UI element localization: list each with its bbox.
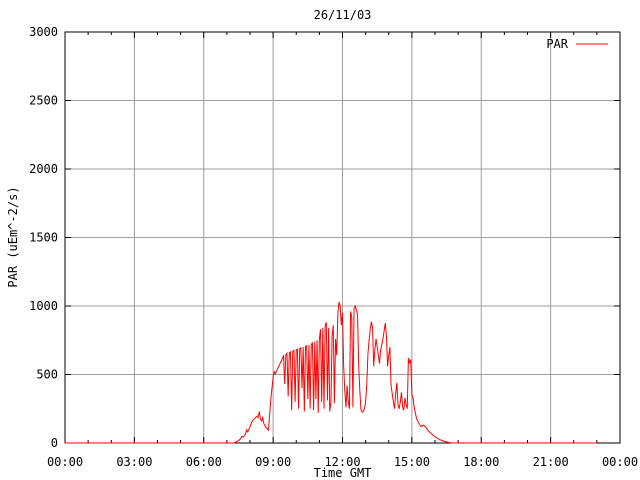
chart-title: 26/11/03 [313,8,372,22]
x-tick-label: 00:00 [47,455,83,469]
x-tick-label: 12:00 [324,455,360,469]
par-series-line [65,301,597,444]
x-axis-label: Time GMT [313,466,372,480]
grid [64,31,621,444]
y-tick-label: 500 [36,368,58,382]
legend-label: PAR [546,37,568,51]
legend: PAR [546,37,608,51]
y-axis-label: PAR (uEm^-2/s) [6,186,20,288]
y-tick-label: 2000 [29,162,58,176]
y-tick-label: 2500 [29,94,58,108]
tick-labels: 00:00 03:00 06:00 09:00 12:00 15:00 18:00 21:00… [29,25,638,469]
y-tick-label: 0 [51,436,58,450]
y-tick-label: 1500 [29,231,58,245]
y-tick-label: 3000 [29,25,58,39]
x-tick-label: 15:00 [394,455,430,469]
x-tick-label: 00:00 [602,455,638,469]
x-tick-label: 03:00 [116,455,152,469]
y-tick-label: 1000 [29,299,58,313]
x-tick-label: 21:00 [533,455,569,469]
plot-border [64,31,621,444]
x-tick-label: 18:00 [463,455,499,469]
x-tick-label: 06:00 [186,455,222,469]
x-tick-label: 09:00 [255,455,291,469]
series-par [65,301,597,444]
